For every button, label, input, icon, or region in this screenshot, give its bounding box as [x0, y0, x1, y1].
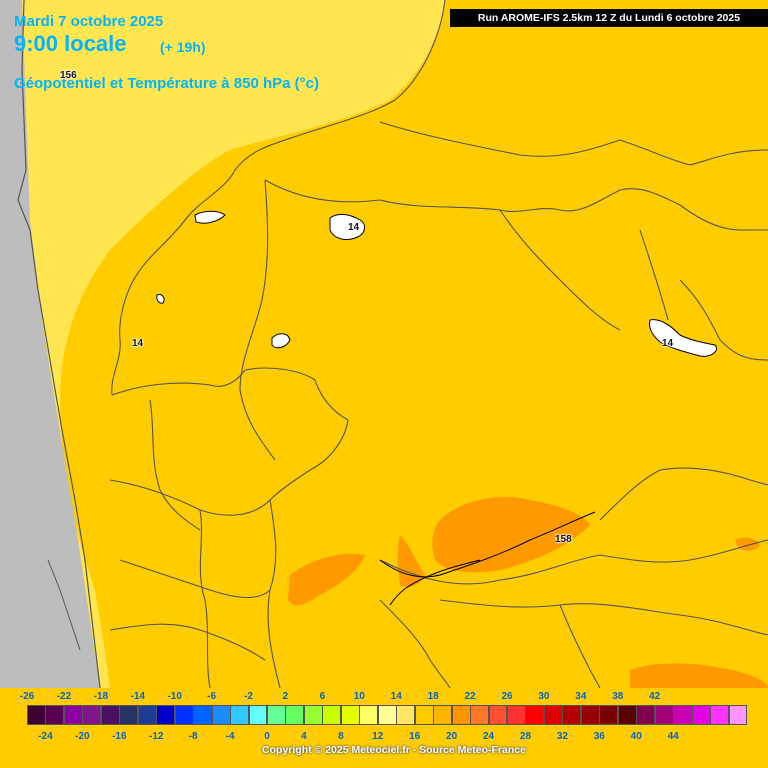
legend-top-label: 42	[649, 691, 661, 702]
legend-bottom-label: 28	[519, 731, 532, 742]
lake-outlines	[156, 210, 717, 357]
legend-swatch	[543, 705, 563, 725]
contour-label: 14	[662, 338, 674, 349]
legend-swatch	[156, 705, 176, 725]
legend-bottom-label: 32	[556, 731, 568, 742]
legend-swatch	[525, 705, 545, 725]
legend-swatch	[174, 705, 194, 725]
legend-bottom-label: -12	[148, 731, 164, 742]
legend-bottom-label: 12	[372, 731, 384, 742]
temp-zone-16-18-d	[630, 663, 768, 688]
temp-zone-12-14	[0, 0, 445, 688]
temp-zone-16-18-a	[432, 496, 590, 573]
legend-bottom-label: 24	[482, 731, 495, 742]
legend-swatch	[673, 705, 693, 725]
temp-zone-16-18-b	[288, 553, 365, 606]
legend-swatch	[488, 705, 508, 725]
legend-swatch	[100, 705, 120, 725]
legend-swatch	[119, 705, 139, 725]
legend-top-label: 6	[319, 691, 326, 702]
legend-top-label: -6	[207, 691, 217, 702]
legend-swatch	[636, 705, 656, 725]
run-info: Run AROME-IFS 2.5km 12 Z du Lundi 6 octo…	[450, 9, 768, 27]
legend-top-label: 10	[353, 691, 365, 702]
legend-swatch	[396, 705, 416, 725]
legend-bottom-label: -4	[225, 731, 235, 742]
legend-swatch	[322, 705, 342, 725]
legend-bottom-label: 44	[667, 731, 679, 742]
legend-bottom-label: -24	[38, 731, 53, 742]
legend-bottom-label: 0	[264, 731, 270, 742]
legend-swatch	[211, 705, 231, 725]
legend-top-label: 2	[282, 691, 289, 702]
legend-top-label: -14	[130, 691, 145, 702]
legend-top-label: -18	[93, 691, 109, 702]
legend-bottom-label: 16	[409, 731, 421, 742]
legend-bottom-label: 8	[338, 731, 344, 742]
legend-swatch	[82, 705, 102, 725]
legend-swatch	[710, 705, 730, 725]
legend-bottom-label: 40	[630, 731, 642, 742]
legend-swatch	[617, 705, 637, 725]
legend-bottom-label: 36	[593, 731, 605, 742]
legend-swatch	[267, 705, 286, 725]
legend-swatch	[691, 705, 711, 725]
legend-top-label: 34	[575, 691, 587, 702]
legend-swatch	[248, 705, 268, 725]
legend-swatch	[433, 705, 453, 725]
legend-top-label: 26	[501, 691, 513, 702]
copyright: Copyright © 2025 Meteociel.fr - Source M…	[262, 744, 526, 756]
legend-top-label: 22	[464, 691, 476, 702]
regional-borders	[109, 0, 768, 689]
legend-top-label: 30	[538, 691, 550, 702]
legend-bottom-label: 4	[301, 731, 307, 742]
estuary	[47, 559, 81, 651]
legend-top-label: 14	[390, 691, 402, 702]
legend-top-label: 18	[427, 691, 439, 702]
legend-top-label: -10	[167, 691, 182, 702]
coastline	[17, 0, 101, 689]
temp-zone-16-18-c	[397, 535, 425, 587]
legend-swatch	[728, 705, 748, 725]
legend-swatch	[63, 705, 83, 725]
legend-bottom-label: -20	[75, 731, 90, 742]
legend-swatch	[285, 705, 305, 725]
legend-swatch	[599, 705, 619, 725]
legend-bottom-label: 20	[446, 731, 458, 742]
contour-label: 14	[348, 222, 360, 233]
legend-swatch	[45, 705, 65, 725]
contour-label: 156	[60, 70, 77, 81]
legend-swatch	[377, 705, 397, 725]
forecast-date: Mardi 7 octobre 2025	[14, 13, 164, 30]
legend-swatch	[359, 705, 379, 725]
legend-top-label: -26	[19, 691, 35, 702]
legend-swatch	[507, 705, 526, 725]
legend-swatch	[27, 705, 46, 725]
legend-swatch	[303, 705, 323, 725]
legend-top-label: 38	[612, 691, 624, 702]
parameter-title: Géopotentiel et Température à 850 hPa (°…	[14, 75, 319, 92]
legend-swatch	[340, 705, 360, 725]
legend-bottom-label: -16	[112, 731, 127, 742]
legend-bottom-label: -8	[188, 731, 198, 742]
contour-label: 158	[555, 534, 572, 545]
legend-swatch	[470, 705, 490, 725]
lead-time: (+ 19h)	[160, 39, 206, 55]
legend-swatch	[137, 705, 157, 725]
legend-swatch	[230, 705, 250, 725]
legend-swatch	[580, 705, 600, 725]
legend-swatch	[562, 705, 582, 725]
forecast-time: 9:00 locale	[14, 31, 127, 56]
geopotential-contours	[379, 511, 596, 606]
legend-swatch	[451, 705, 471, 725]
contour-label: 14	[132, 338, 144, 349]
legend-swatch	[414, 705, 434, 725]
legend-top-label: -2	[244, 691, 253, 702]
legend-top-label: -22	[56, 691, 72, 702]
legend-swatch	[193, 705, 213, 725]
legend-swatch	[654, 705, 674, 725]
